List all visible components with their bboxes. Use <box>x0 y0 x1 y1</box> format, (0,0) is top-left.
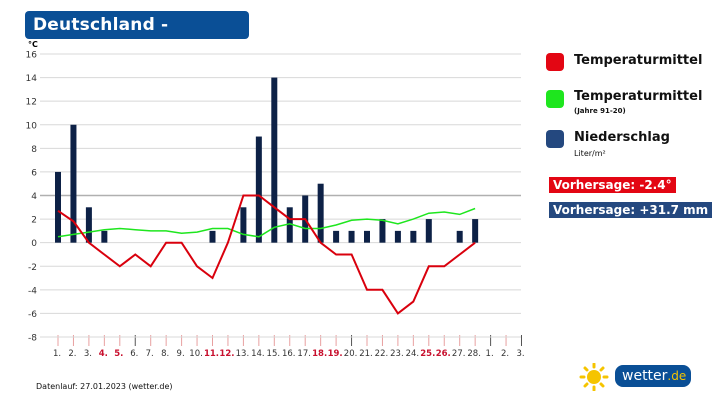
y-tick-label: -6 <box>28 310 37 320</box>
x-tick-label: 2. <box>501 349 509 359</box>
x-tick-label: 4. <box>99 349 108 359</box>
x-tick-label: 5. <box>114 349 123 359</box>
precipitation-bar <box>55 171 61 243</box>
legend-sublabel: (Jahre 91-20) <box>574 107 626 115</box>
y-tick-label: 10 <box>26 121 38 131</box>
x-axis: 1. 2. 3. 4. 5. 6. 7. 8. 9. 10. 11. 12. 13. 14. 15. 16. 1… <box>40 335 525 359</box>
precipitation-bars <box>55 77 479 243</box>
logo-wordmark: wetter.de <box>615 365 691 387</box>
precipitation-bar <box>317 183 324 243</box>
x-tick-label: 1. <box>486 349 494 359</box>
y-tick-label: 0 <box>31 239 37 249</box>
y-tick-label: 16 <box>26 51 38 61</box>
y-tick-label: 2 <box>31 216 37 226</box>
precipitation-forecast-badge: Vorhersage: +31.7 mm <box>549 202 713 218</box>
x-tick-label: 13. <box>236 349 250 359</box>
x-tick-label: 17. <box>297 349 311 359</box>
legend-swatch-red <box>546 53 564 71</box>
x-tick-label: 16. <box>282 349 296 359</box>
legend-label: Temperaturmittel <box>574 53 703 68</box>
y-tick-label: 4 <box>31 192 37 202</box>
x-tick-label: 8. <box>161 349 169 359</box>
precipitation-bar <box>333 230 340 243</box>
x-tick-label: 6. <box>130 349 138 359</box>
temperature-normal-line <box>57 207 476 238</box>
y-tick-label: 8 <box>31 145 37 155</box>
precipitation-bar <box>70 124 77 243</box>
page-title: Deutschland - Februar <box>25 11 249 63</box>
temperature-mean-line <box>57 194 476 315</box>
precipitation-bar <box>348 230 355 243</box>
x-tick-label: 28. <box>467 349 481 359</box>
precipitation-bar <box>364 230 370 243</box>
y-tick-label: -4 <box>28 286 37 296</box>
y-tick-label: 14 <box>26 74 38 84</box>
precipitation-bar <box>456 230 463 243</box>
x-tick-label: 18. <box>312 349 327 359</box>
precipitation-bar <box>240 207 247 243</box>
precipitation-bar <box>286 207 293 243</box>
y-axis-ticks: 16 14 12 10 8 6 4 2 0 -2 -4 -6 -8 <box>26 51 38 344</box>
x-tick-label: 3. <box>84 349 92 359</box>
x-tick-label: 15. <box>267 349 281 359</box>
x-tick-label: 11. <box>204 349 219 359</box>
legend-swatch-green <box>546 90 564 108</box>
x-tick-label: 20. <box>344 349 358 359</box>
precipitation-bar <box>255 136 262 243</box>
x-tick-label: 1. <box>53 349 61 359</box>
x-tick-label: 26. <box>436 349 451 359</box>
x-tick-label: 22. <box>375 349 389 359</box>
x-tick-label: 7. <box>146 349 154 359</box>
x-tick-label: 25. <box>420 349 435 359</box>
x-tick-label: 19. <box>328 349 343 359</box>
precipitation-bar <box>101 230 108 243</box>
x-tick-label: 10. <box>189 349 203 359</box>
chart-gridlines <box>40 53 521 338</box>
precipitation-bar <box>472 219 479 243</box>
wetter-de-logo: wetter.de <box>578 362 691 395</box>
precipitation-bar <box>394 230 401 243</box>
y-tick-label: -8 <box>28 334 37 344</box>
x-tick-label: 12. <box>219 349 234 359</box>
x-tick-label: 9. <box>177 349 185 359</box>
legend-swatch-blue <box>546 130 564 148</box>
precipitation-bar <box>410 230 417 243</box>
x-tick-label: 2. <box>68 349 76 359</box>
precipitation-bar <box>85 207 92 243</box>
sun-icon <box>579 362 609 392</box>
x-tick-label: 14. <box>251 349 265 359</box>
legend-label: Niederschlag <box>574 130 670 145</box>
x-tick-label: 27. <box>452 349 466 359</box>
temperature-forecast-badge: Vorhersage: -2.4° <box>549 177 676 193</box>
precipitation-bar <box>425 219 432 243</box>
data-run-note: Datenlauf: 27.01.2023 (wetter.de) <box>36 382 173 391</box>
x-tick-label: 23. <box>390 349 404 359</box>
y-tick-label: -2 <box>28 263 37 273</box>
precipitation-bar <box>271 77 278 243</box>
precipitation-bar <box>379 219 386 243</box>
x-tick-label: 24. <box>406 349 420 359</box>
y-tick-label: 6 <box>31 168 37 178</box>
x-tick-label: 21. <box>359 349 373 359</box>
legend-label: Temperaturmittel <box>574 89 703 104</box>
legend-sublabel: Liter/m² <box>574 149 606 158</box>
y-axis-unit: °C <box>28 40 38 49</box>
precipitation-bar <box>209 230 216 243</box>
x-tick-label: 3. <box>516 349 524 359</box>
y-tick-label: 12 <box>26 98 37 108</box>
